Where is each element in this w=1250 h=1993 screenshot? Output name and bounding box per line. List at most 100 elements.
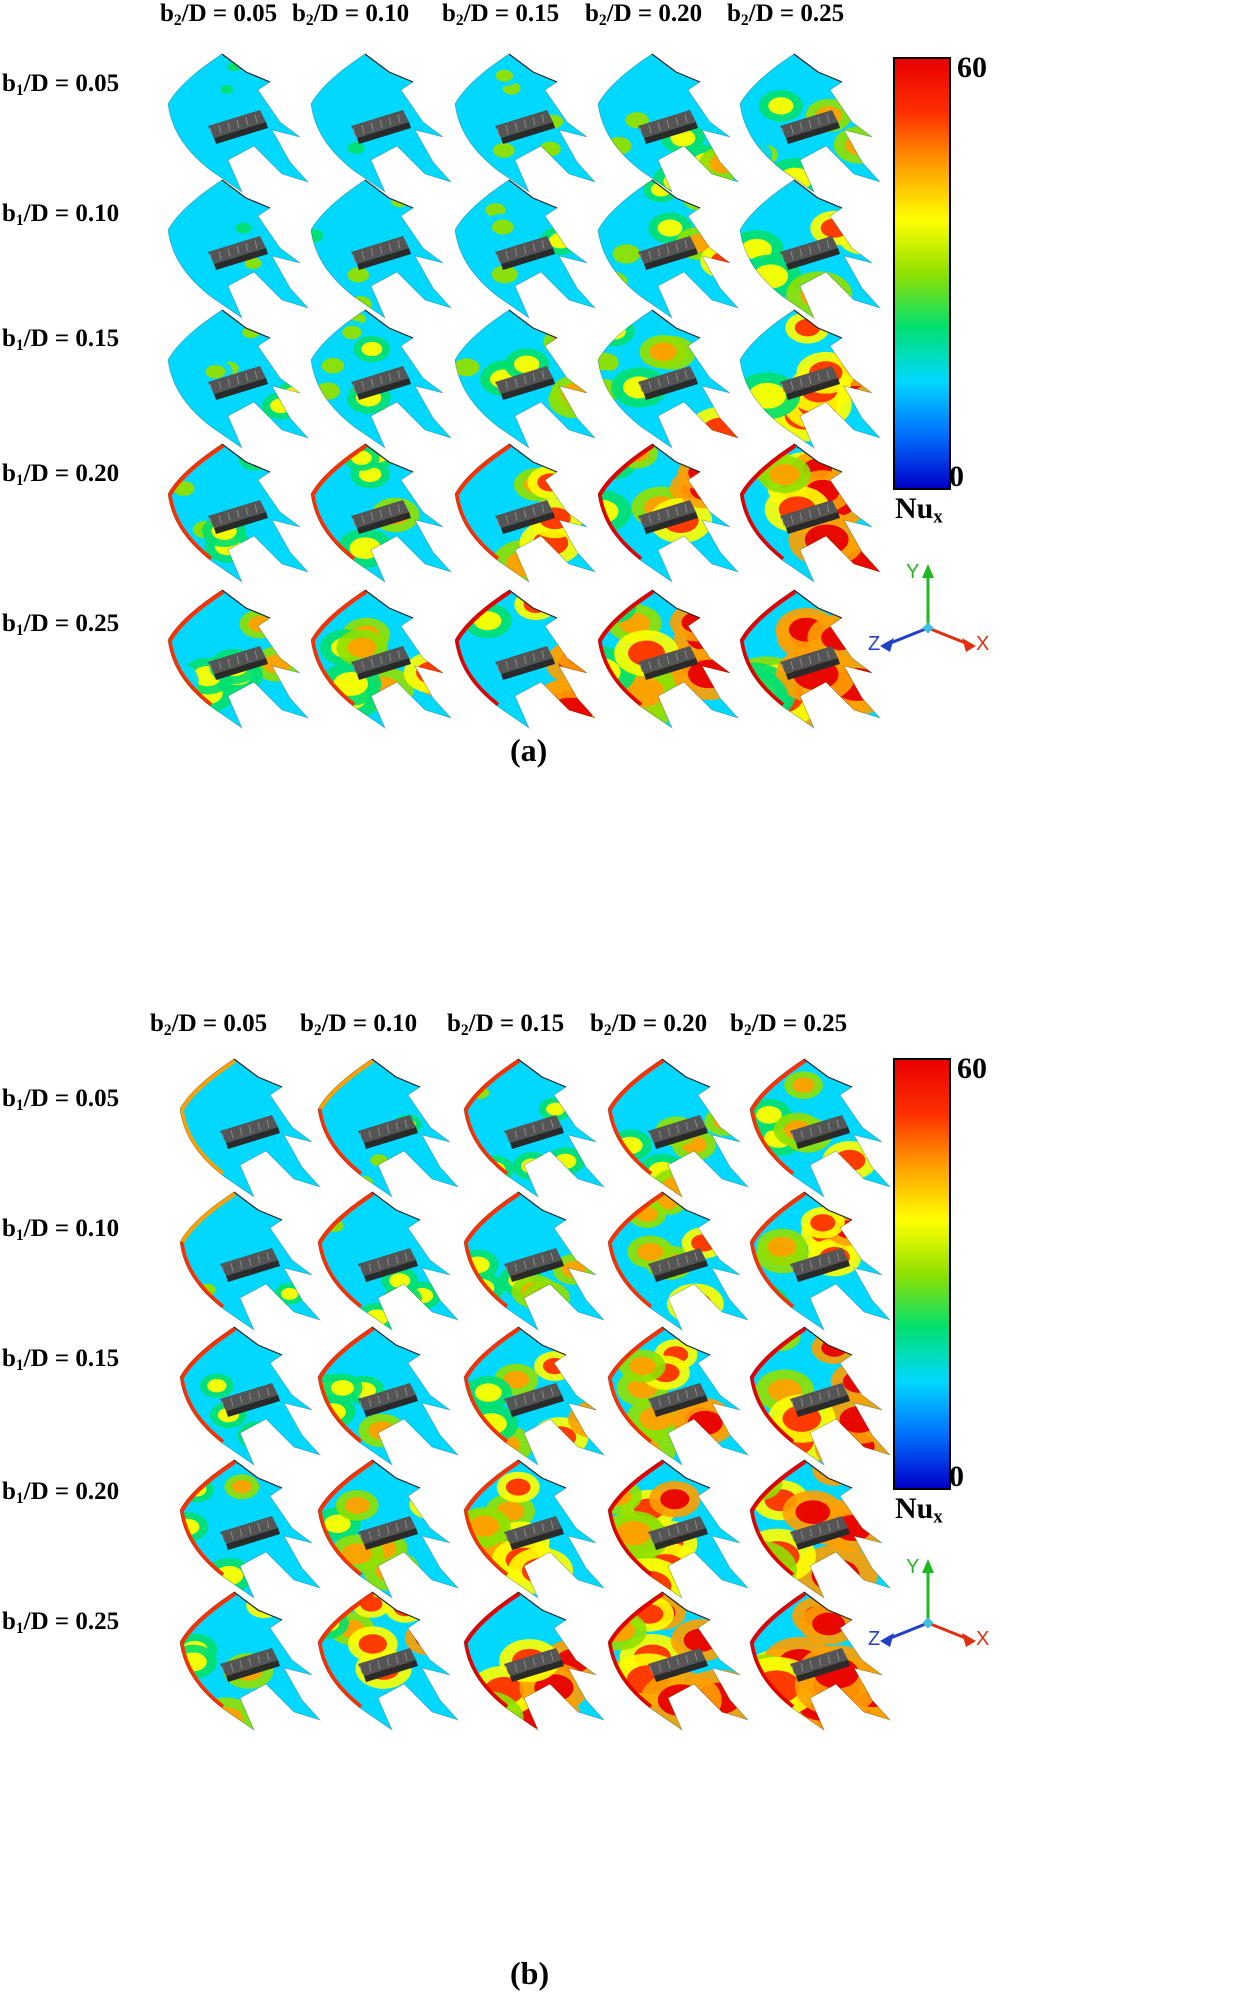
- vortex-generator: [790, 1383, 850, 1417]
- row-label: b1/D = 0.10: [2, 200, 120, 229]
- vortex-generator: [220, 1383, 280, 1417]
- vortex-generator: [495, 366, 555, 400]
- column-header: b2/D = 0.15: [442, 0, 560, 29]
- row-label: b1/D = 0.15: [2, 325, 120, 354]
- colorbar: [893, 1058, 951, 1490]
- contour-plot: [162, 1047, 332, 1207]
- contour-plot: [732, 1315, 902, 1475]
- axis-label-y: Y: [906, 1556, 919, 1578]
- contour-plot: [722, 298, 892, 458]
- contour-plot: [590, 1180, 760, 1340]
- vortex-generator: [220, 1115, 280, 1149]
- contour-plot: [293, 578, 463, 738]
- contour-plot: [722, 42, 892, 202]
- vortex-generator: [780, 500, 840, 534]
- colorbar-max-label: 60: [957, 1052, 987, 1085]
- column-header: b2/D = 0.20: [585, 0, 703, 29]
- row-label: b1/D = 0.05: [2, 1085, 120, 1114]
- row-label: b1/D = 0.05: [2, 70, 120, 99]
- column-header: b2/D = 0.10: [300, 1010, 418, 1039]
- column-header: b2/D = 0.15: [447, 1010, 565, 1039]
- contour-plot: [722, 168, 892, 328]
- contour-plot: [300, 1448, 470, 1608]
- contour-plot: [590, 1580, 760, 1740]
- contour-plot: [590, 1448, 760, 1608]
- column-header: b2/D = 0.05: [150, 1010, 268, 1039]
- panel-caption: (b): [510, 1955, 550, 1991]
- contour-plot: [590, 1047, 760, 1207]
- column-header: b2/D = 0.25: [727, 0, 845, 29]
- contour-plot: [446, 1580, 616, 1740]
- contour-plot: [580, 578, 750, 738]
- vortex-generator: [351, 366, 411, 400]
- vortex-generator: [351, 646, 411, 680]
- vortex-generator: [790, 1248, 850, 1282]
- contour-plot: [446, 1180, 616, 1340]
- vortex-generator: [220, 1648, 280, 1682]
- vortex-generator: [780, 646, 840, 680]
- vortex-generator: [504, 1648, 564, 1682]
- vortex-generator: [504, 1383, 564, 1417]
- vortex-generator: [358, 1648, 418, 1682]
- contour-plot: [446, 1047, 616, 1207]
- vortex-generator: [638, 500, 698, 534]
- vortex-generator: [790, 1115, 850, 1149]
- vortex-generator: [780, 110, 840, 144]
- contour-plot: [162, 1580, 332, 1740]
- contour-plot: [437, 432, 607, 592]
- column-header: b2/D = 0.20: [590, 1010, 708, 1039]
- vortex-generator: [358, 1115, 418, 1149]
- vortex-generator: [208, 500, 268, 534]
- colorbar-min-label: 0: [949, 460, 964, 493]
- contour-plot: [162, 1448, 332, 1608]
- contour-plot: [162, 1315, 332, 1475]
- axes-triad: Y X Z: [868, 1555, 1008, 1665]
- vortex-generator: [638, 236, 698, 270]
- vortex-generator: [790, 1648, 850, 1682]
- axis-label-y: Y: [906, 561, 919, 583]
- vortex-generator: [648, 1383, 708, 1417]
- column-header: b2/D = 0.10: [292, 0, 410, 29]
- contour-plot: [732, 1047, 902, 1207]
- contour-plot: [732, 1580, 902, 1740]
- vortex-generator: [504, 1248, 564, 1282]
- contour-plot: [293, 298, 463, 458]
- colorbar-min-label: 0: [949, 1460, 964, 1493]
- column-header: b2/D = 0.05: [160, 0, 278, 29]
- vortex-generator: [495, 110, 555, 144]
- contour-plot: [150, 432, 320, 592]
- contour-plot: [580, 168, 750, 328]
- contour-plot: [162, 1180, 332, 1340]
- contour-plot: [293, 432, 463, 592]
- panel-caption: (a): [510, 732, 548, 768]
- contour-plot: [293, 42, 463, 202]
- contour-plot: [437, 298, 607, 458]
- contour-plot: [300, 1047, 470, 1207]
- row-label: b1/D = 0.25: [2, 610, 120, 639]
- vortex-generator: [208, 366, 268, 400]
- contour-plot: [437, 168, 607, 328]
- contour-plot: [722, 432, 892, 592]
- colorbar-variable: Nux: [895, 492, 943, 528]
- vortex-generator: [220, 1516, 280, 1550]
- contour-plot: [580, 298, 750, 458]
- contour-plot: [150, 168, 320, 328]
- vortex-generator: [208, 110, 268, 144]
- vortex-generator: [358, 1516, 418, 1550]
- contour-plot: [722, 578, 892, 738]
- column-header: b2/D = 0.25: [730, 1010, 848, 1039]
- vortex-generator: [790, 1516, 850, 1550]
- vortex-generator: [648, 1648, 708, 1682]
- vortex-generator: [495, 646, 555, 680]
- axis-label-x: X: [976, 633, 989, 655]
- axis-label-z: Z: [868, 1628, 880, 1650]
- vortex-generator: [648, 1248, 708, 1282]
- panel-b: b2/D = 0.05 b2/D = 0.10 b2/D = 0.15 b2/D = …: [0, 1010, 1250, 1993]
- colorbar-max-label: 60: [957, 51, 987, 84]
- vortex-generator: [351, 500, 411, 534]
- vortex-generator: [358, 1383, 418, 1417]
- row-label: b1/D = 0.20: [2, 460, 120, 489]
- vortex-generator: [638, 646, 698, 680]
- axis-label-z: Z: [868, 633, 880, 655]
- vortex-generator: [358, 1248, 418, 1282]
